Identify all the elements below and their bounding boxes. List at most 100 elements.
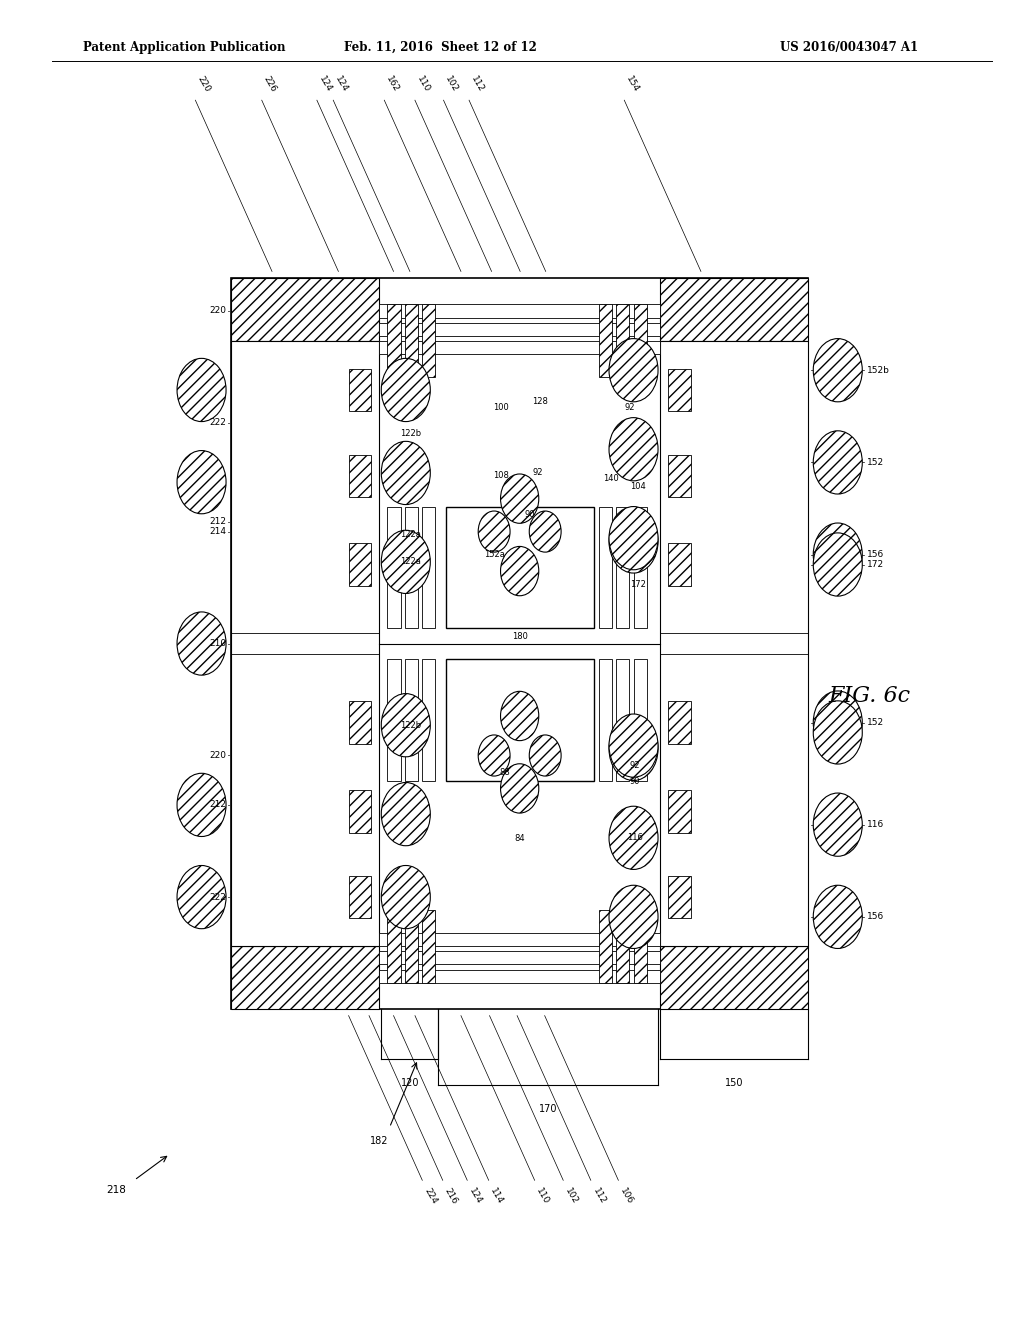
Bar (599, 305, 612, 376)
Bar (422, 911, 435, 982)
Text: 92: 92 (625, 403, 635, 412)
Bar (404, 305, 418, 376)
Bar (422, 305, 435, 376)
Circle shape (813, 339, 862, 401)
Text: 120: 120 (400, 1078, 419, 1088)
Circle shape (609, 807, 658, 870)
Circle shape (813, 701, 862, 764)
Text: 90: 90 (524, 510, 536, 519)
Bar (669, 544, 691, 586)
Bar (387, 305, 400, 376)
Text: 152b: 152b (867, 366, 890, 375)
Text: 226: 226 (262, 74, 279, 94)
Bar (379, 970, 660, 982)
Text: 122a: 122a (400, 531, 421, 540)
Bar (348, 368, 371, 411)
Bar (379, 952, 660, 965)
Text: 116: 116 (867, 820, 885, 829)
Circle shape (478, 735, 510, 776)
Text: Patent Application Publication: Patent Application Publication (83, 41, 286, 54)
Circle shape (381, 358, 430, 421)
Text: 116: 116 (627, 833, 642, 842)
Bar (634, 660, 647, 780)
Text: 152: 152 (867, 718, 885, 727)
Circle shape (529, 735, 561, 776)
Text: 124: 124 (333, 74, 349, 94)
Circle shape (177, 612, 226, 675)
Text: 218: 218 (105, 1184, 126, 1195)
Bar (387, 507, 400, 628)
Bar (404, 911, 418, 982)
Text: 170: 170 (539, 1104, 557, 1114)
Bar (404, 507, 418, 628)
Circle shape (478, 511, 510, 552)
Bar (379, 933, 660, 946)
Text: 172: 172 (630, 579, 645, 589)
Text: 128: 128 (532, 397, 548, 407)
Circle shape (177, 866, 226, 929)
Bar (231, 279, 379, 342)
Bar (669, 876, 691, 919)
Text: 216: 216 (442, 1187, 459, 1206)
Circle shape (609, 417, 658, 480)
Bar (616, 305, 630, 376)
Bar (348, 791, 371, 833)
Text: 220: 220 (196, 74, 212, 94)
Circle shape (177, 774, 226, 837)
Bar (404, 660, 418, 780)
Circle shape (609, 510, 658, 573)
Circle shape (609, 339, 658, 401)
Bar (634, 305, 647, 376)
Bar (379, 305, 660, 318)
Text: 172: 172 (867, 560, 885, 569)
Bar (445, 507, 594, 628)
Bar (634, 507, 647, 628)
Text: US 2016/0043047 A1: US 2016/0043047 A1 (780, 41, 919, 54)
Text: 220: 220 (209, 751, 226, 760)
Bar (422, 507, 435, 628)
Circle shape (813, 793, 862, 857)
Circle shape (609, 886, 658, 949)
Text: 156: 156 (867, 550, 885, 560)
Circle shape (529, 511, 561, 552)
Text: 112: 112 (591, 1187, 607, 1206)
Bar (231, 946, 379, 1008)
Text: Feb. 11, 2016  Sheet 12 of 12: Feb. 11, 2016 Sheet 12 of 12 (344, 41, 537, 54)
Text: 90: 90 (630, 777, 640, 787)
Circle shape (813, 690, 862, 754)
Text: 180: 180 (512, 632, 527, 642)
Bar (348, 876, 371, 919)
Bar (599, 911, 612, 982)
Text: 212: 212 (209, 517, 226, 527)
Circle shape (609, 717, 658, 780)
Bar (445, 660, 594, 780)
Text: 110: 110 (535, 1187, 551, 1206)
Text: 102: 102 (443, 74, 460, 94)
Text: 102: 102 (563, 1187, 580, 1206)
Text: 154: 154 (625, 74, 641, 94)
Bar (660, 342, 808, 946)
Bar (379, 323, 660, 337)
Text: 124: 124 (467, 1187, 483, 1206)
Circle shape (813, 523, 862, 586)
Circle shape (501, 546, 539, 595)
Bar (669, 701, 691, 743)
Bar (348, 701, 371, 743)
Text: 100: 100 (494, 403, 509, 412)
Bar (616, 911, 630, 982)
Bar (231, 342, 379, 946)
Circle shape (177, 450, 226, 513)
Text: 150: 150 (725, 1078, 743, 1088)
Text: 84: 84 (514, 834, 525, 843)
Text: 220: 220 (209, 306, 226, 315)
Circle shape (501, 474, 539, 523)
Bar (379, 342, 660, 354)
Text: 222: 222 (209, 418, 226, 428)
Circle shape (813, 533, 862, 597)
Text: 152a: 152a (483, 550, 505, 560)
Text: 108: 108 (494, 471, 509, 480)
Bar (634, 911, 647, 982)
Bar (616, 507, 630, 628)
Circle shape (381, 693, 430, 756)
Text: 224: 224 (422, 1187, 438, 1206)
